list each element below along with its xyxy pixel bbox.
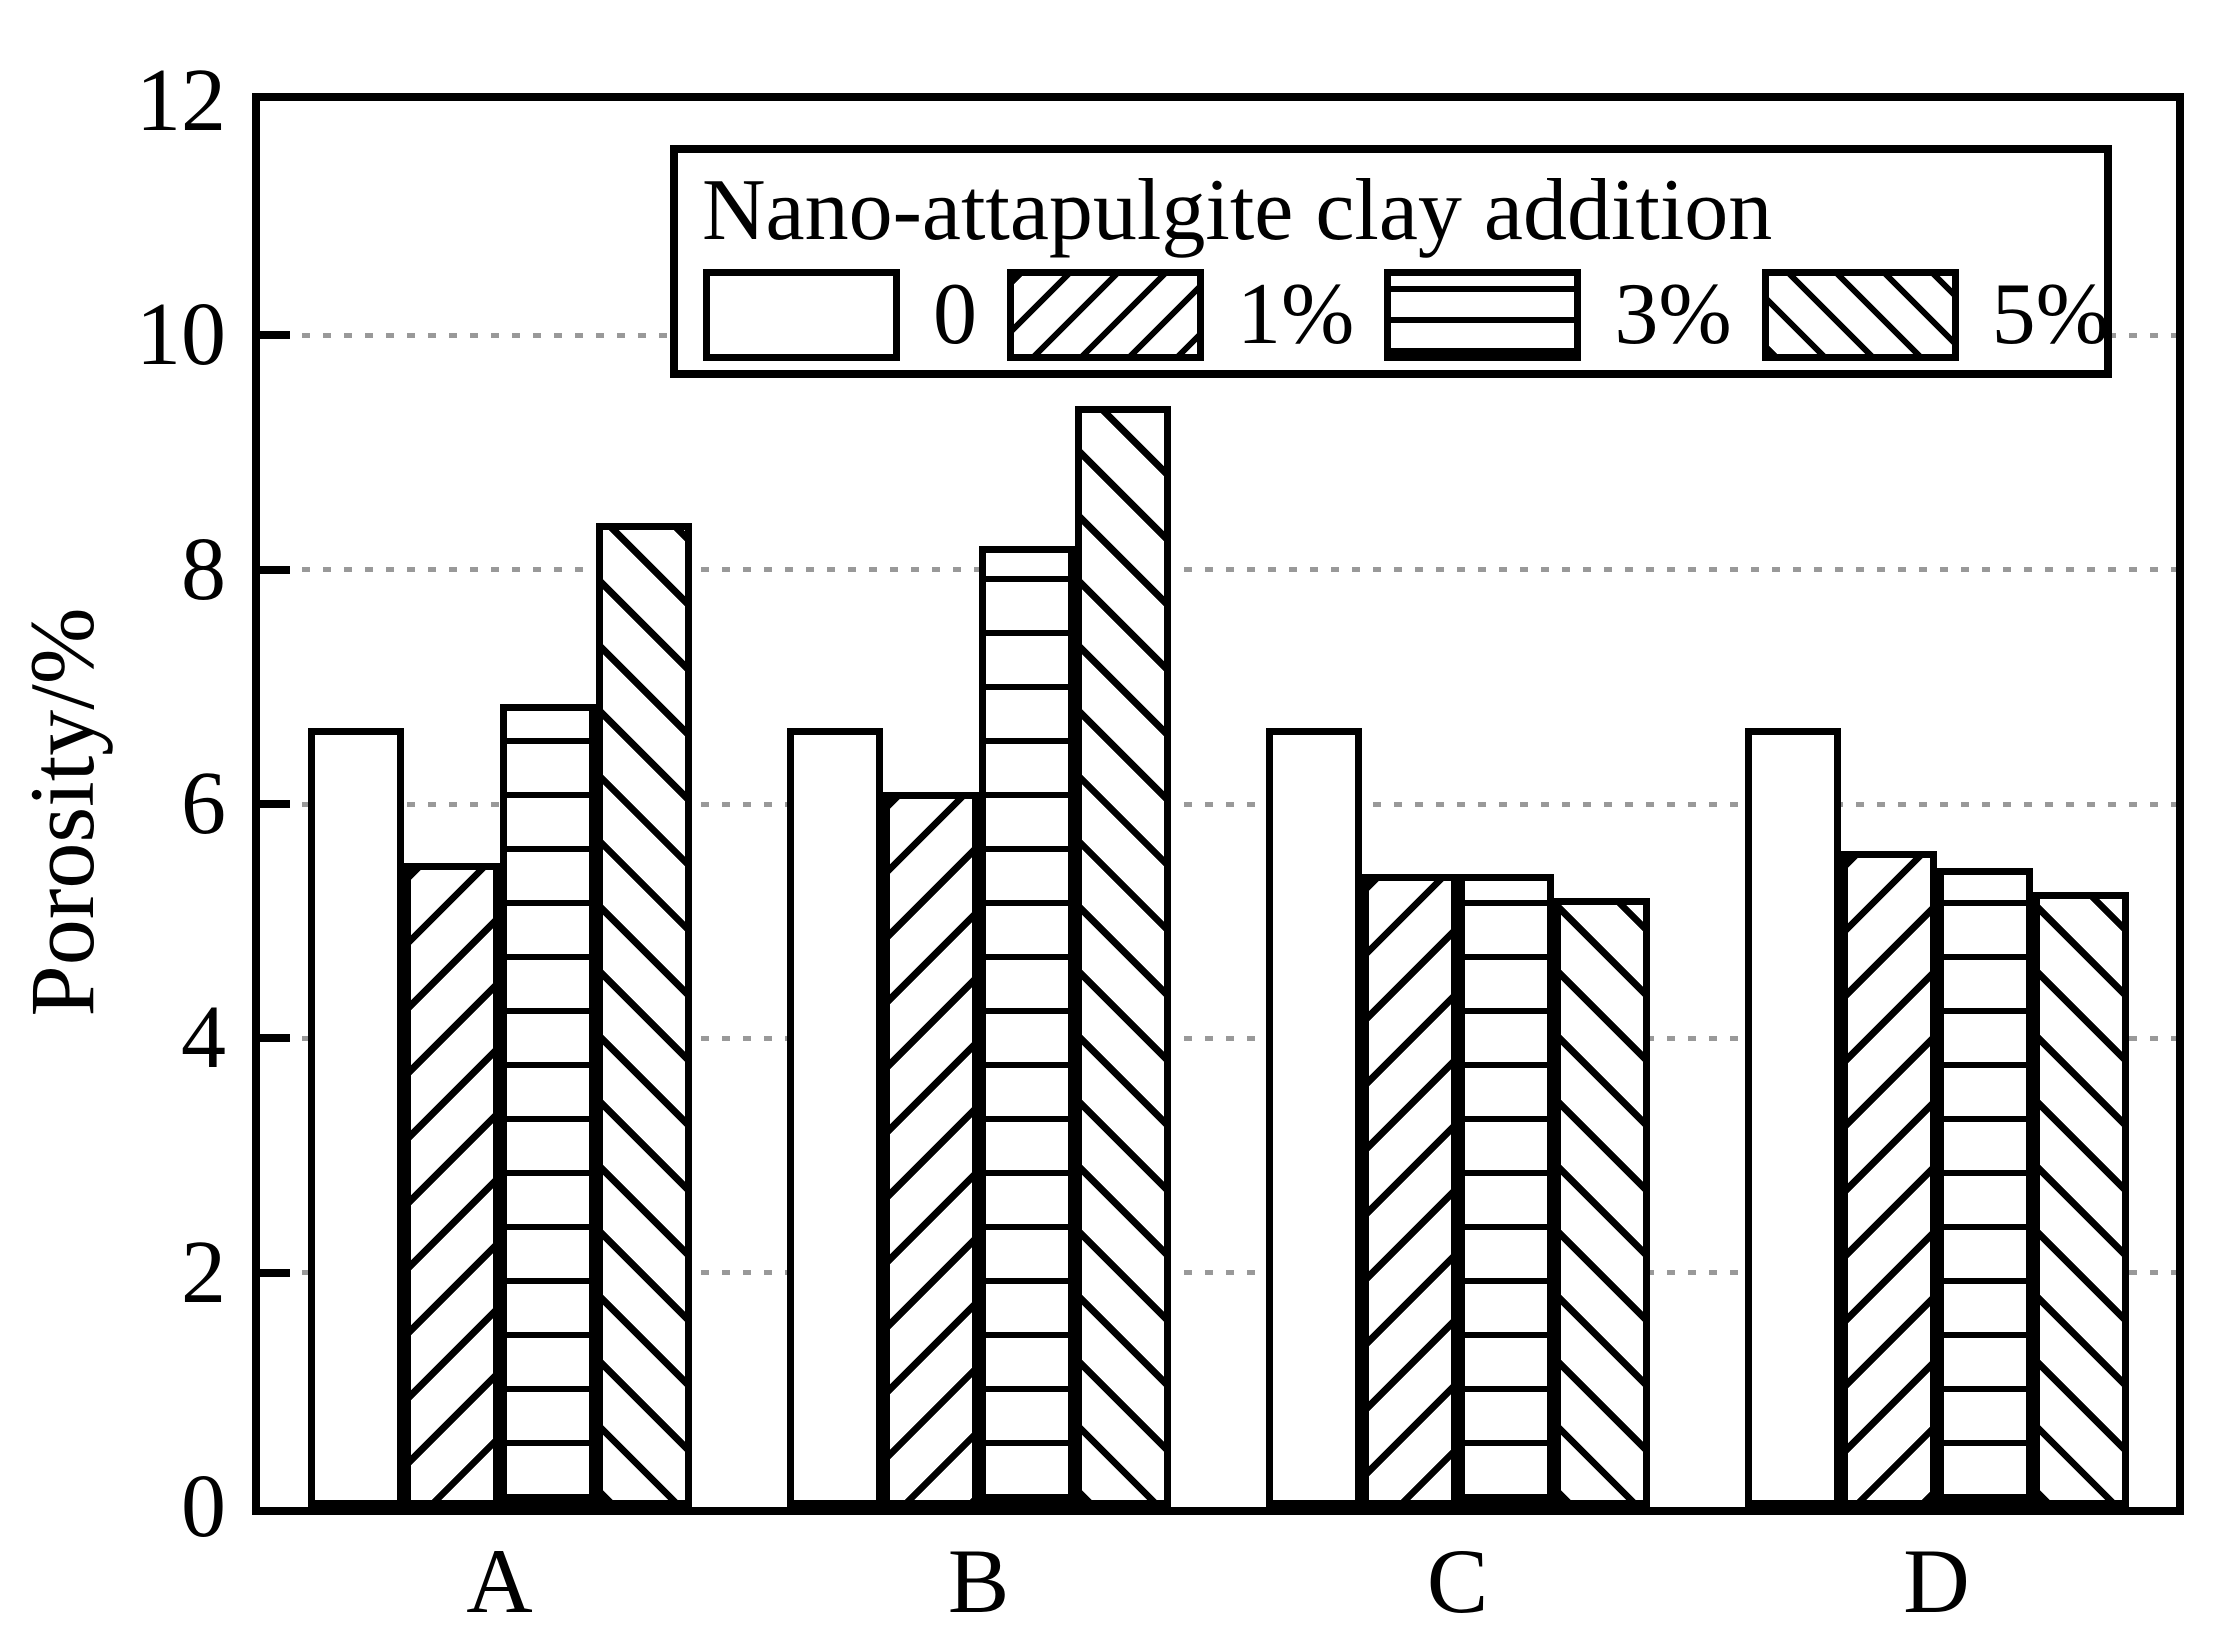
bar-A-1%	[403, 862, 500, 1507]
y-tick-label-12: 12	[136, 51, 226, 150]
legend-swatch-0	[703, 269, 900, 361]
gridline-6	[260, 801, 2176, 807]
y-tick-4	[260, 1034, 290, 1043]
x-tick-label-C: C	[1426, 1530, 1489, 1632]
y-tick-label-2: 2	[181, 1222, 226, 1322]
legend-label-0: 0	[933, 266, 977, 363]
y-tick-label-4: 4	[181, 988, 226, 1088]
legend-label-3pct: 3%	[1614, 266, 1732, 363]
bar-C-0	[1265, 727, 1362, 1507]
bar-B-0	[786, 727, 883, 1507]
gridline-8	[260, 567, 2176, 573]
x-tick-label-B: B	[947, 1530, 1010, 1632]
x-tick-label-D: D	[1903, 1530, 1970, 1632]
legend-swatch-5pct	[1761, 269, 1959, 361]
bar-C-3%	[1457, 874, 1554, 1507]
y-tick-label-0: 0	[181, 1457, 226, 1556]
bar-A-3%	[499, 704, 596, 1507]
legend-swatch-3pct	[1384, 269, 1582, 361]
bar-C-1%	[1361, 874, 1458, 1507]
bar-D-3%	[1936, 868, 2033, 1507]
legend-label-5pct: 5%	[1991, 266, 2109, 363]
y-tick-label-6: 6	[181, 754, 226, 853]
y-tick-label-8: 8	[181, 519, 226, 619]
y-tick-10	[260, 331, 290, 340]
bar-A-0	[307, 727, 404, 1507]
bar-B-5%	[1074, 405, 1171, 1507]
bar-D-5%	[2032, 891, 2129, 1507]
y-tick-8	[260, 565, 290, 574]
y-tick-6	[260, 800, 290, 808]
bar-B-3%	[978, 546, 1075, 1507]
y-tick-2	[260, 1268, 290, 1277]
bar-D-0	[1744, 727, 1841, 1507]
bar-A-5%	[595, 522, 692, 1507]
gridline-4	[260, 1035, 2176, 1041]
legend-entries: 0 1% 3% 5%	[703, 269, 2139, 361]
bar-D-1%	[1840, 850, 1937, 1507]
gridline-2	[260, 1270, 2176, 1276]
legend-label-1pct: 1%	[1237, 266, 1355, 363]
legend: Nano-attapulgite clay addition 0 1% 3% 5%	[670, 145, 2112, 378]
y-tick-label-10: 10	[136, 285, 226, 385]
x-tick-label-A: A	[466, 1530, 533, 1632]
bar-B-1%	[882, 792, 979, 1507]
legend-swatch-1pct	[1007, 269, 1204, 361]
legend-title: Nano-attapulgite clay addition	[702, 162, 1773, 259]
bar-C-5%	[1553, 897, 1650, 1507]
